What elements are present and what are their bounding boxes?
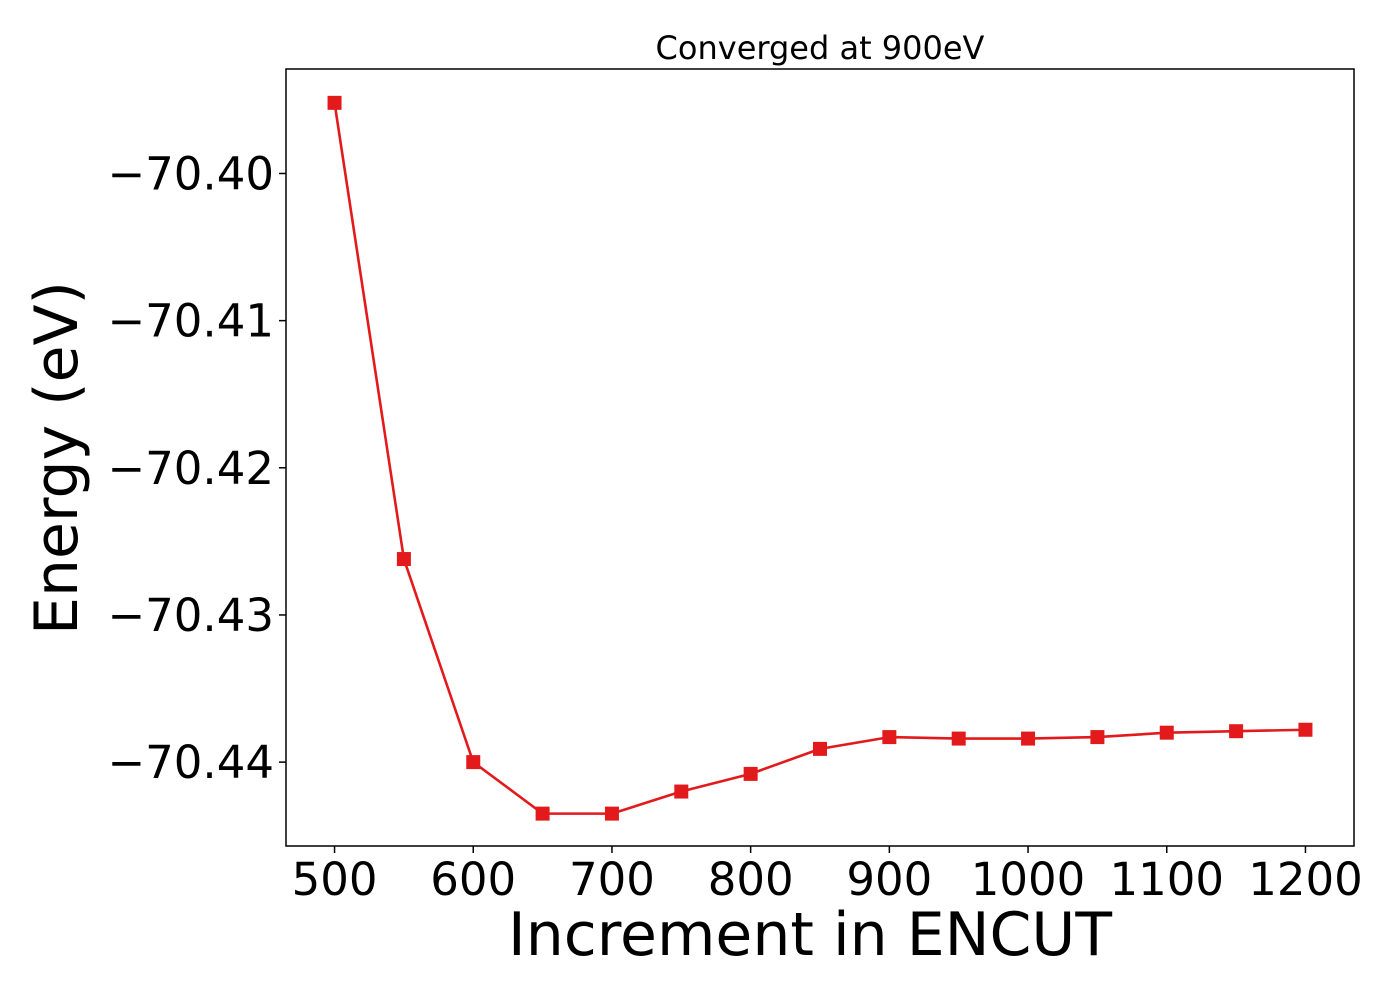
x-tick-label: 700 bbox=[569, 853, 655, 906]
x-tick-label: 600 bbox=[430, 853, 516, 906]
data-point-marker bbox=[813, 741, 827, 756]
x-axis-ticks: 500 600 700 800 900 1000 1100 1200 bbox=[292, 846, 1363, 906]
data-point-marker bbox=[1298, 722, 1313, 737]
x-tick-label: 1200 bbox=[1248, 853, 1363, 906]
data-point-marker bbox=[1159, 725, 1174, 740]
data-point-marker bbox=[674, 784, 689, 799]
data-point-marker bbox=[743, 766, 758, 781]
plot-area bbox=[286, 69, 1354, 846]
series-layer bbox=[327, 95, 1313, 821]
x-axis-label: Increment in ENCUT bbox=[508, 900, 1112, 970]
x-tick-label: 900 bbox=[846, 853, 932, 906]
data-point-marker bbox=[327, 95, 342, 110]
data-point-marker bbox=[535, 806, 550, 821]
y-tick-label: −70.43 bbox=[107, 589, 274, 642]
data-point-marker bbox=[466, 755, 481, 770]
y-tick-label: −70.44 bbox=[107, 736, 274, 789]
y-axis-label: Energy (eV) bbox=[22, 281, 92, 635]
data-point-marker bbox=[604, 806, 619, 821]
data-point-marker bbox=[882, 730, 897, 745]
x-tick-label: 800 bbox=[708, 853, 794, 906]
data-point-marker bbox=[951, 731, 966, 746]
data-point-marker bbox=[1090, 730, 1105, 745]
data-point-marker bbox=[1021, 731, 1036, 746]
data-point-marker bbox=[1229, 724, 1244, 739]
x-tick-label: 500 bbox=[292, 853, 378, 906]
x-tick-label: 1000 bbox=[971, 853, 1086, 906]
y-axis-ticks: −70.40 −70.41 −70.42 −70.43 −70.44 bbox=[107, 147, 286, 789]
y-tick-label: −70.40 bbox=[107, 147, 274, 200]
data-point-marker bbox=[396, 552, 411, 567]
x-tick-label: 1100 bbox=[1109, 853, 1224, 906]
y-tick-label: −70.41 bbox=[107, 295, 274, 348]
y-tick-label: −70.42 bbox=[107, 442, 274, 495]
chart-title: Converged at 900eV bbox=[656, 29, 985, 67]
plot-frame bbox=[285, 68, 1355, 847]
